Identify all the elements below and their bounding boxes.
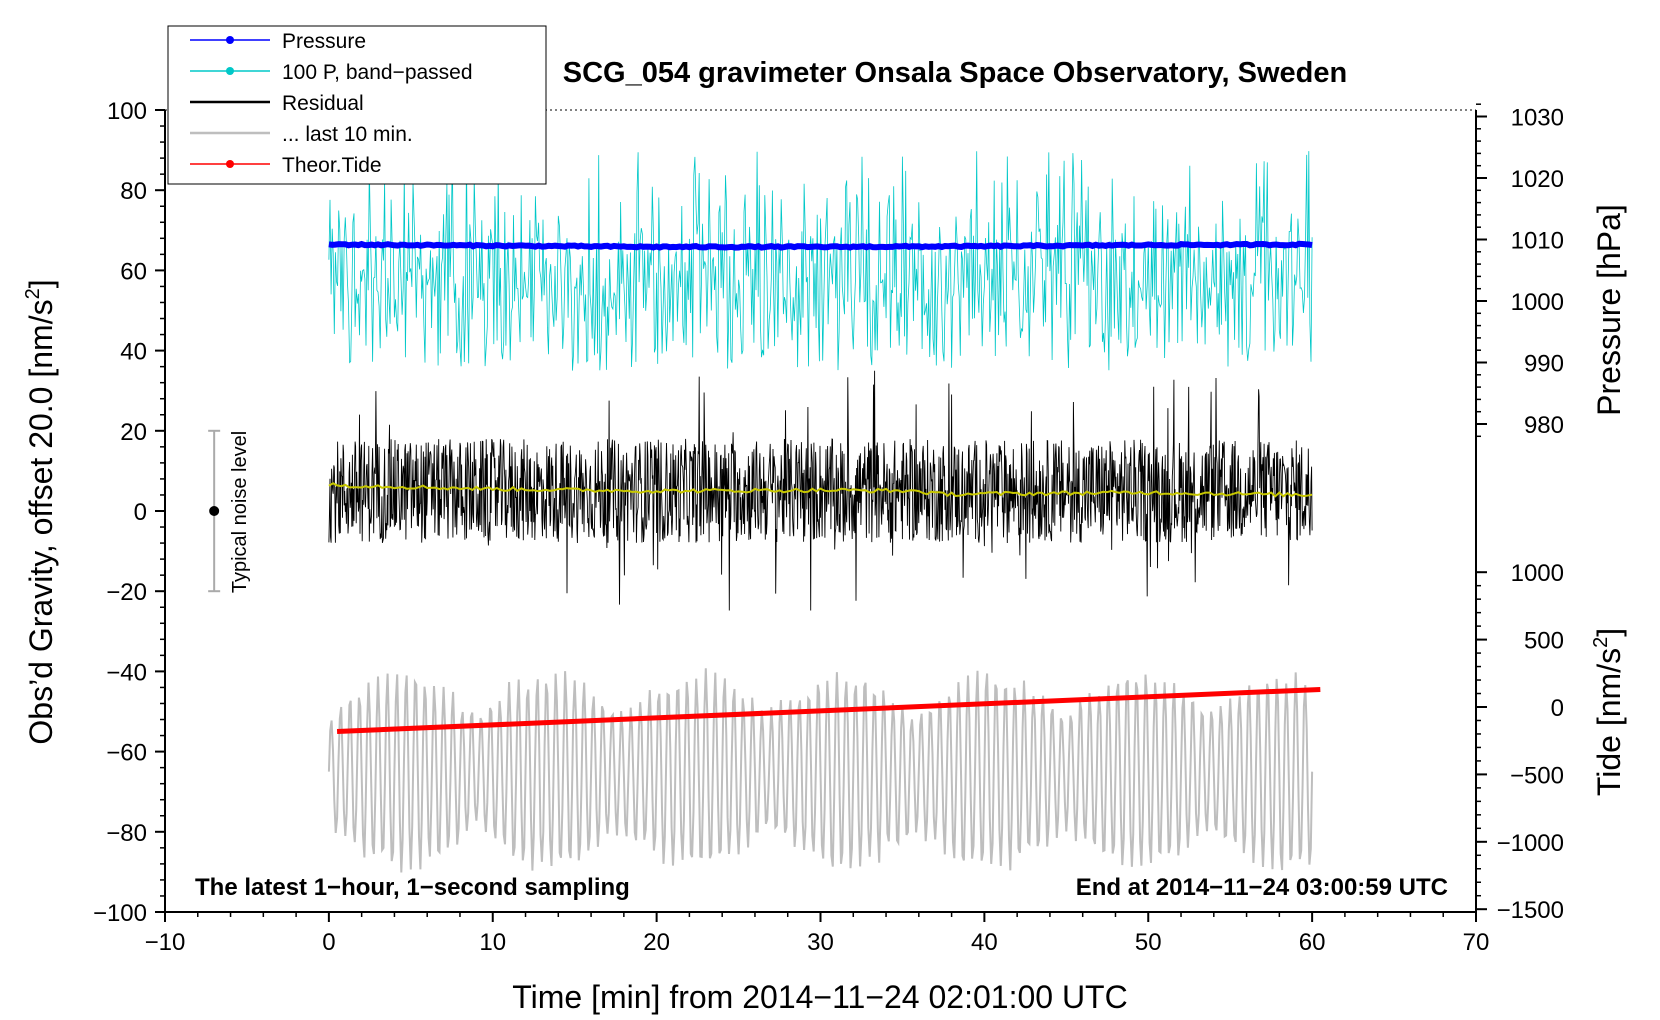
y-tick-label: 100	[107, 98, 147, 125]
series-layer	[327, 151, 1321, 873]
legend-label: 100 P, band−passed	[282, 61, 473, 84]
series-residual-mean-line	[328, 482, 1313, 498]
tide-axis: −1500 −1000 −500 0 500 1000	[1476, 560, 1564, 924]
y-tick-label: 80	[120, 178, 147, 205]
y-axis: −100 −80 −60 −40 −20 0 20 40 60 80 100	[93, 98, 165, 927]
y-tick-label: −100	[93, 900, 147, 927]
legend-label: Theor.Tide	[282, 154, 382, 177]
chart-title: SCG_054 gravimeter Onsala Space Observat…	[563, 57, 1347, 89]
tide-axis-title-exponent: 2	[1590, 637, 1612, 648]
legend-label: ... last 10 min.	[282, 123, 413, 146]
x-tick-label: 20	[643, 929, 670, 956]
pressure-tick-label: 990	[1524, 351, 1564, 378]
series-residual-line	[328, 370, 1313, 611]
annotation-end-time: End at 2014−11−24 03:00:59 UTC	[1076, 874, 1448, 901]
legend-label: Pressure	[282, 30, 366, 53]
x-tick-label: 0	[322, 929, 335, 956]
y-tick-label: 0	[134, 499, 147, 526]
y-tick-label: −80	[106, 820, 147, 847]
legend-entry: Pressure	[190, 30, 366, 53]
pressure-tick-label: 980	[1524, 412, 1564, 439]
noise-indicator-label: Typical noise level	[229, 431, 251, 593]
series-theoretical-tide-line	[336, 686, 1321, 735]
x-axis: −10 0 10 20 30 40 50 60 70	[145, 912, 1490, 956]
tide-tick-label: −1500	[1497, 897, 1564, 924]
pressure-axis: 980 990 1000 1010 1020 1030	[1476, 103, 1564, 439]
y-axis-title-text: Obs’d Gravity, offset 20.0 [nm/s	[23, 299, 59, 744]
tide-axis-title-text: Tide [nm/s	[1591, 648, 1627, 796]
y-tick-label: 40	[120, 339, 147, 366]
legend-box	[167, 25, 547, 185]
pressure-axis-title: Pressure [hPa]	[1591, 204, 1627, 416]
tide-tick-label: 0	[1551, 695, 1564, 722]
series-pressure-line	[328, 240, 1313, 251]
y-tick-label: −60	[106, 740, 147, 767]
tide-tick-label: 500	[1524, 628, 1564, 655]
x-tick-label: 30	[807, 929, 834, 956]
series-last-10-min-line	[327, 668, 1314, 873]
tide-axis-title-suffix: ]	[1591, 628, 1627, 637]
x-axis-title: Time [min] from 2014−11−24 02:01:00 UTC	[512, 979, 1127, 1015]
x-tick-label: 50	[1135, 929, 1162, 956]
x-tick-label: 60	[1299, 929, 1326, 956]
y-tick-label: 20	[120, 419, 147, 446]
legend-entry: ... last 10 min.	[190, 123, 413, 146]
noise-center-dot	[209, 506, 220, 516]
x-tick-label: 70	[1463, 929, 1490, 956]
annotation-sampling: The latest 1−hour, 1−second sampling	[195, 874, 630, 901]
tide-axis-title: Tide [nm/s2]	[1590, 628, 1627, 796]
tide-tick-label: 1000	[1511, 560, 1564, 587]
x-tick-label: 10	[479, 929, 506, 956]
pressure-tick-label: 1020	[1511, 166, 1564, 193]
y-tick-label: −20	[106, 579, 147, 606]
noise-indicator: Typical noise level	[208, 429, 251, 593]
y-axis-title-exponent: 2	[22, 288, 44, 299]
pressure-tick-label: 1000	[1511, 289, 1564, 316]
legend-entry: Residual	[190, 92, 364, 115]
legend-swatch-dot	[226, 67, 234, 75]
x-tick-label: −10	[145, 929, 186, 956]
y-axis-title-suffix: ]	[23, 279, 59, 288]
y-tick-label: −40	[106, 659, 147, 686]
legend-label: Residual	[282, 92, 364, 115]
legend-swatch-dot	[226, 160, 234, 168]
tide-tick-label: −500	[1510, 762, 1564, 789]
legend-entry: Theor.Tide	[190, 154, 382, 177]
legend-entry: 100 P, band−passed	[190, 61, 473, 84]
pressure-tick-label: 1030	[1511, 105, 1564, 132]
y-axis-title: Obs’d Gravity, offset 20.0 [nm/s2]	[22, 279, 59, 744]
legend-swatch-dot	[226, 36, 234, 44]
y-tick-label: 60	[120, 258, 147, 285]
legend: Pressure 100 P, band−passed Residual ... la…	[167, 25, 547, 185]
pressure-tick-label: 1010	[1511, 228, 1564, 255]
x-tick-label: 40	[971, 929, 998, 956]
tide-tick-label: −1000	[1497, 830, 1564, 857]
